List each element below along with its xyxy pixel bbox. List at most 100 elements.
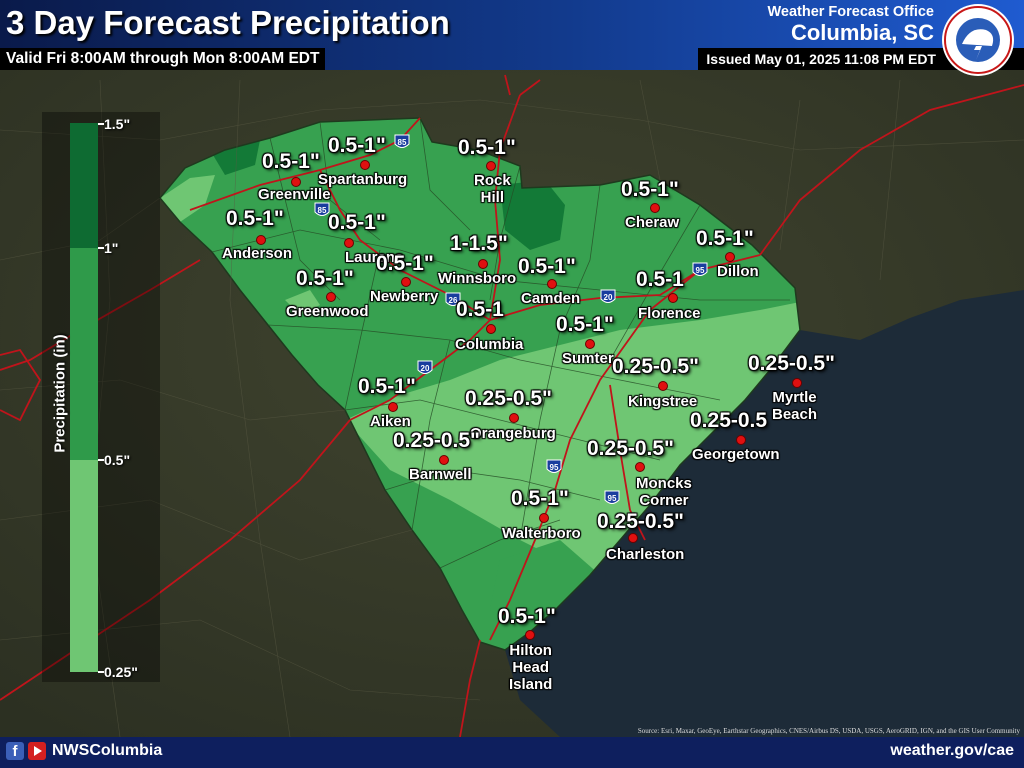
legend-tick-label: 0.25": [104, 664, 138, 680]
city-name-label: Spartanburg: [318, 171, 408, 188]
precip-amount-label: 0.25-0.5": [465, 387, 553, 410]
city-name-label: Greenwood: [286, 303, 369, 320]
city-marker: [388, 402, 398, 412]
city-name-label: Walterboro: [502, 525, 581, 542]
precip-amount-label: 0.25-0.5": [393, 429, 481, 452]
footer-bar: [0, 737, 1024, 768]
precip-amount-label: 0.5-1": [296, 267, 354, 290]
city-marker: [291, 177, 301, 187]
svg-text:95: 95: [550, 463, 559, 472]
city-marker: [486, 161, 496, 171]
precip-amount-label: 1-1.5": [450, 232, 508, 255]
map-title: 3 Day Forecast Precipitation: [6, 4, 450, 41]
county-lines: [211, 117, 790, 569]
ocean: [505, 290, 1024, 737]
facebook-icon[interactable]: f: [6, 742, 24, 760]
precip-amount-label: 0.5-1: [636, 268, 684, 291]
precip-amount-label: 0.25-0.5": [612, 355, 700, 378]
city-name-label: Camden: [521, 290, 581, 307]
city-name-label: Winnsboro: [438, 270, 517, 287]
svg-text:20: 20: [604, 293, 613, 302]
legend-tick: [98, 459, 104, 461]
city-marker: [486, 324, 496, 334]
svg-text:20: 20: [421, 364, 430, 373]
city-name-label: Charleston: [606, 546, 685, 563]
legend-band-0.5-1: [70, 248, 98, 460]
legend-tick-label: 1": [104, 240, 119, 256]
precip-amount-label: 0.5-1": [498, 605, 556, 628]
precip-amount-label: 0.5-1: [456, 298, 504, 321]
precip-amount-label: 0.5-1": [556, 313, 614, 336]
precip-amount-label: 0.5-1": [226, 207, 284, 230]
city-marker: [650, 203, 660, 213]
interstate-shield-icon: 95: [692, 262, 708, 276]
interstate-highways: [0, 74, 1024, 738]
interstate-shield-icon: 20: [600, 289, 616, 303]
city-name-label: Rock Hill: [474, 172, 511, 206]
precip-amount-label: 0.25-0.5: [690, 409, 768, 432]
city-marker: [539, 513, 549, 523]
city-name-label: Florence: [638, 305, 701, 322]
precip-amount-label: 0.5-1": [458, 136, 516, 159]
precip-0.25-0.5-zone: [285, 290, 320, 315]
social-handle[interactable]: NWSColumbia: [52, 742, 163, 759]
svg-text:85: 85: [318, 206, 327, 215]
city-name-label: Laurens: [345, 249, 404, 266]
city-name-label: Orangeburg: [470, 425, 556, 442]
city-marker: [585, 339, 595, 349]
neighbor-county-lines: [0, 79, 1024, 738]
city-marker: [401, 277, 411, 287]
office-label: Weather Forecast Office: [767, 4, 934, 20]
city-marker: [725, 252, 735, 262]
youtube-icon[interactable]: [28, 742, 46, 760]
legend-band-0.25-0.5: [70, 460, 98, 672]
legend-tick-label: 0.5": [104, 452, 131, 468]
city-marker: [525, 630, 535, 640]
valid-period: Valid Fri 8:00AM through Mon 8:00AM EDT: [0, 48, 326, 70]
legend-panel: [42, 112, 160, 682]
nws-logo-icon: [942, 4, 1014, 76]
city-name-label: Sumter: [562, 350, 614, 367]
city-marker: [509, 413, 519, 423]
interstate-shield-icon: 26: [445, 292, 461, 306]
precip-amount-label: 0.5-1": [376, 252, 434, 275]
city-name-label: Georgetown: [692, 446, 780, 463]
city-name-label: Greenville: [258, 186, 331, 203]
interstate-shield-icon: 85: [314, 202, 330, 216]
precip-amount-label: 0.5-1": [696, 227, 754, 250]
city-marker: [668, 293, 678, 303]
city-marker: [628, 533, 638, 543]
city-name-label: Hilton Head Island: [509, 642, 553, 693]
city-name-label: Kingstree: [628, 393, 698, 410]
city-marker: [256, 235, 266, 245]
precip-amount-label: 0.5-1": [518, 255, 576, 278]
precip-amount-label: 0.25-0.5": [748, 352, 836, 375]
city-marker: [792, 378, 802, 388]
city-name-label: Columbia: [455, 336, 524, 353]
city-name-label: Anderson: [222, 245, 293, 262]
precip-amount-label: 0.5-1": [328, 134, 386, 157]
website-link[interactable]: weather.gov/cae: [890, 742, 1014, 759]
legend-axis-label: Precipitation (in): [51, 334, 69, 453]
svg-text:95: 95: [696, 266, 705, 275]
precip-amount-label: 0.25-0.5": [587, 437, 675, 460]
interstate-shield-icon: 95: [604, 490, 620, 504]
precip-amount-label: 0.25-0.5": [597, 510, 685, 533]
legend-tick: [98, 247, 104, 249]
city-name-label: Myrtle Beach: [772, 389, 818, 423]
interstate-shield-icon: 20: [417, 360, 433, 374]
state-border: [159, 117, 801, 651]
precip-amount-label: 0.5-1": [358, 375, 416, 398]
precip-0.5-1-zone: [490, 540, 600, 630]
office-name: Columbia, SC: [790, 20, 934, 45]
city-marker: [326, 292, 336, 302]
svg-text:26: 26: [449, 296, 458, 305]
city-marker: [439, 455, 449, 465]
city-marker: [360, 160, 370, 170]
city-marker: [344, 238, 354, 248]
svg-text:85: 85: [398, 138, 407, 147]
city-marker: [478, 259, 488, 269]
legend-band-1-1.5: [70, 123, 98, 248]
map-source-credit: Source: Esri, Maxar, GeoEye, Earthstar G…: [637, 727, 1020, 735]
